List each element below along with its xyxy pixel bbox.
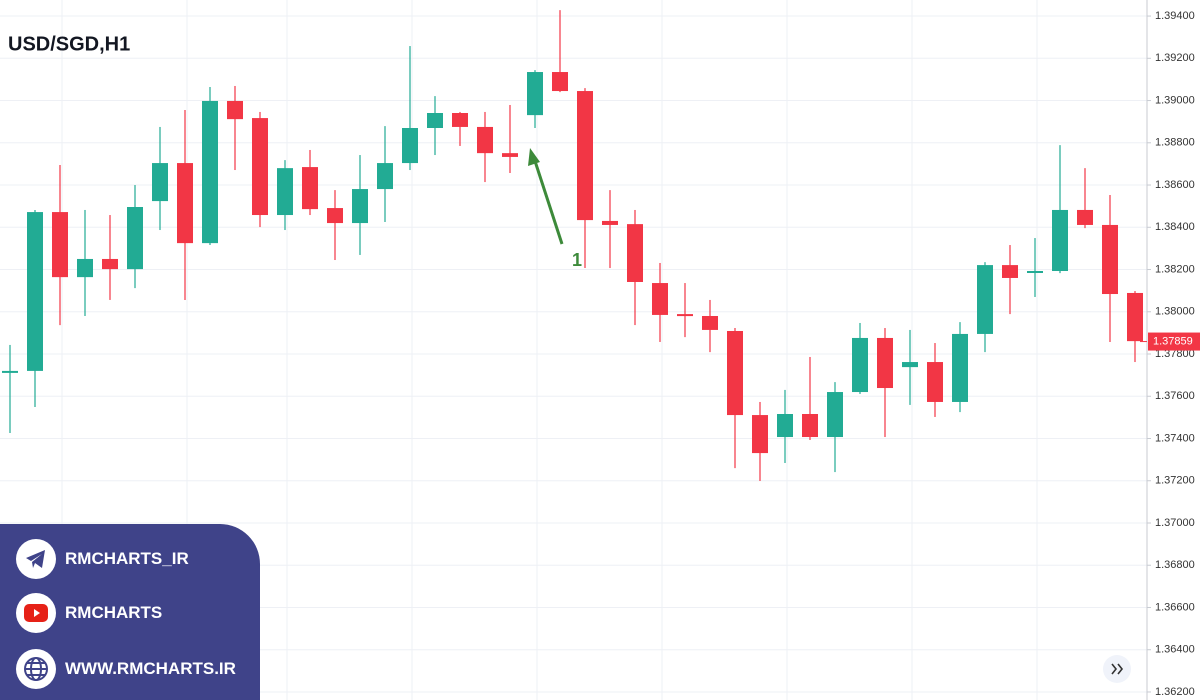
candle-body [52, 212, 68, 278]
candle-body [902, 362, 918, 368]
web-icon [16, 649, 56, 689]
y-tick-label: 1.37000 [1155, 517, 1195, 529]
y-tick-label: 1.37200 [1155, 475, 1195, 487]
scroll-button-icon[interactable] [1111, 663, 1124, 675]
candle-body [852, 337, 868, 393]
contact-panel: RMCHARTS_IR RMCHARTS WWW.RMCHARTS.IR [0, 524, 260, 700]
candle-body [652, 283, 668, 315]
last-price-label: 1.37859 [1153, 335, 1193, 347]
candle-body [752, 415, 768, 454]
candle-body [577, 91, 593, 221]
contact-text: WWW.RMCHARTS.IR [65, 659, 236, 678]
candle-body [402, 128, 418, 164]
y-tick-label: 1.39000 [1155, 94, 1195, 106]
y-tick-label: 1.39400 [1155, 10, 1195, 22]
candle-body [727, 330, 743, 416]
last-price-tag [1148, 332, 1200, 351]
candle-body [627, 224, 643, 282]
candle-body [127, 207, 143, 270]
youtube-icon [16, 593, 56, 633]
candle-body [477, 126, 493, 154]
candle-body [702, 315, 718, 330]
chart-title: USD/SGD,H1 [8, 33, 130, 55]
candle-body [452, 113, 468, 127]
candle-body [1002, 265, 1018, 278]
candle-body [602, 220, 618, 225]
candle-body [802, 414, 818, 438]
candle-body [352, 189, 368, 224]
y-tick-label: 1.38600 [1155, 179, 1195, 191]
y-tick-label: 1.38400 [1155, 221, 1195, 233]
candle-body [777, 414, 793, 438]
annotation-arrow [532, 157, 564, 245]
annotation-label: 1 [572, 250, 582, 270]
candle-body [427, 113, 443, 129]
candle-body [1127, 292, 1143, 342]
telegram-glyph [26, 550, 45, 568]
candle-body [527, 72, 543, 116]
contact-text: RMCHARTS_IR [65, 549, 189, 568]
time-grid [61, 0, 1038, 700]
contact-row[interactable]: WWW.RMCHARTS.IR [16, 649, 236, 689]
candle-body [677, 314, 693, 317]
candle-body [102, 258, 118, 270]
candle-body [27, 212, 43, 371]
y-tick-label: 1.36200 [1155, 686, 1195, 698]
annotation-arrowhead [528, 148, 540, 166]
candle-body [177, 163, 193, 244]
youtube-play [34, 609, 40, 617]
y-tick-label: 1.38800 [1155, 137, 1195, 149]
y-tick-label: 1.37400 [1155, 432, 1195, 444]
telegram-shape [26, 550, 45, 568]
web-glyph [24, 657, 48, 681]
telegram-icon [16, 539, 56, 579]
candle-body [1052, 209, 1068, 272]
candle-body [952, 333, 968, 402]
y-tick-label: 1.37800 [1155, 348, 1195, 360]
y-tick-label: 1.39200 [1155, 52, 1195, 64]
y-tick-label: 1.36400 [1155, 644, 1195, 656]
candle-body [327, 208, 343, 224]
price-axis: 1.36200 1.36400 1.36600 1.36800 1.37000 1.372… [1140, 10, 1200, 698]
candle-body [252, 118, 268, 216]
youtube-glyph [24, 604, 48, 622]
candle-body [152, 163, 168, 202]
scroll-button[interactable] [1103, 655, 1131, 683]
y-tick-label: 1.37600 [1155, 390, 1195, 402]
candle-body [77, 258, 93, 278]
y-tick-label: 1.38200 [1155, 263, 1195, 275]
candle-body [1077, 209, 1093, 225]
contact-text: RMCHARTS [65, 603, 163, 622]
candle-body [227, 100, 243, 120]
candle-body [977, 265, 993, 334]
candle-body [877, 337, 893, 389]
candle-body [827, 392, 843, 438]
candle-body [1102, 224, 1118, 295]
candle-body [302, 167, 318, 210]
contact-row[interactable]: RMCHARTS [16, 593, 162, 633]
candle-body [2, 370, 18, 373]
globe [24, 657, 48, 681]
candle-body [202, 100, 218, 244]
contact-row[interactable]: RMCHARTS_IR [16, 539, 189, 579]
candle-body [377, 163, 393, 190]
candle-body [502, 153, 518, 157]
candle-body [927, 362, 943, 402]
y-tick-label: 1.36800 [1155, 559, 1195, 571]
candle-body [277, 168, 293, 216]
y-tick-label: 1.38000 [1155, 306, 1195, 318]
y-tick-label: 1.36600 [1155, 601, 1195, 613]
candles [2, 10, 1143, 481]
candle-body [1027, 271, 1043, 274]
candle-body [552, 72, 568, 92]
